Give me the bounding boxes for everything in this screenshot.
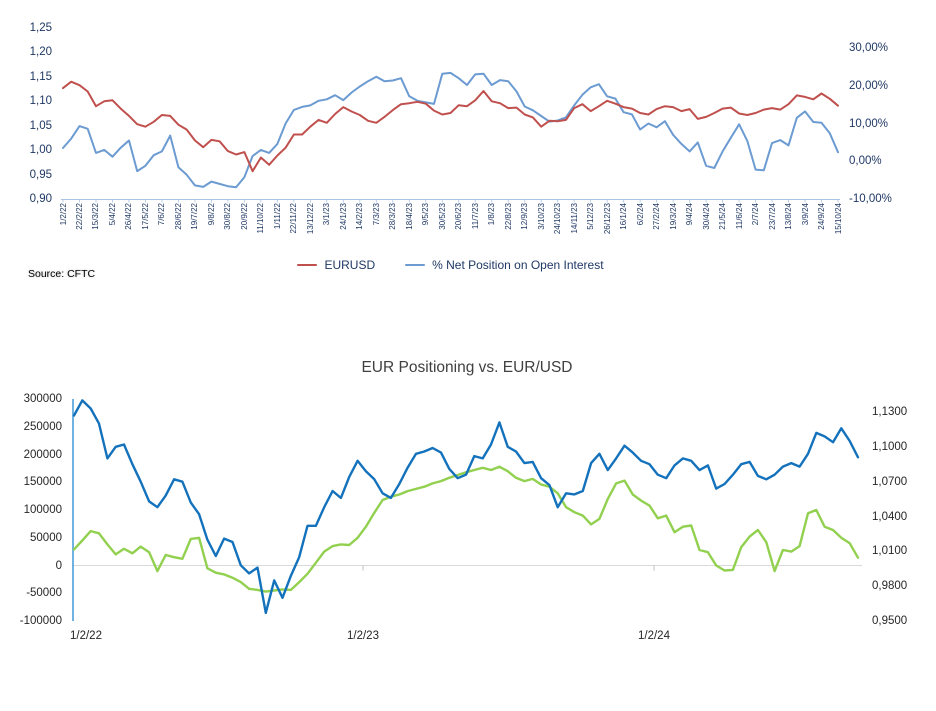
top-x-tick-label: 20/9/22	[239, 203, 249, 230]
top-legend-item: EURUSD	[297, 258, 375, 272]
top-x-tick-label: 11/7/23	[470, 203, 480, 230]
top-right-tick-label: 0,00%	[849, 155, 882, 168]
bottom-chart-plot	[72, 399, 862, 621]
top-x-tick-label: 9/5/23	[421, 203, 431, 226]
bottom-right-tick-label: 0,9500	[872, 615, 908, 627]
top-x-tick-label: 1/2/22	[58, 203, 68, 226]
bottom-left-tick-label: 100000	[23, 504, 62, 516]
top-x-tick-label: 9/8/22	[206, 203, 216, 226]
top-x-tick-label: 7/3/23	[371, 203, 381, 226]
top-x-tick-label: 17/5/22	[140, 203, 150, 230]
top-right-tick-label: 10,00%	[849, 117, 889, 130]
top-x-tick-label: 12/9/23	[520, 203, 530, 230]
top-chart-plot	[61, 71, 840, 203]
top-x-tick-label: 24/9/24	[817, 203, 826, 230]
top-x-tick-label: 23/7/24	[767, 203, 777, 230]
top-right-tick-label: -10,00%	[849, 193, 892, 205]
top-x-tick-label: 22/8/23	[503, 203, 513, 230]
top-x-tick-label: 22/2/22	[74, 203, 84, 230]
bottom-chart: EUR Positioning vs. EUR/USD 300000 250000…	[0, 300, 936, 711]
top-x-tick-label: 20/6/23	[454, 203, 464, 230]
top-x-tick-label: 13/8/24	[784, 203, 794, 230]
top-legend-item: % Net Position on Open Interest	[405, 258, 604, 272]
top-x-tick-label: 3/9/24	[800, 203, 810, 226]
bottom-left-tick-label: 200000	[23, 448, 62, 461]
top-x-tick-label: 24/1/23	[338, 203, 348, 230]
bottom-net-position-line	[72, 465, 860, 593]
top-left-tick-label: 0,90	[29, 193, 52, 205]
top-x-tick-label: 26/12/23	[602, 203, 612, 235]
top-x-tick-label: 24/10/23	[553, 203, 563, 235]
top-x-tick-label: 1/8/23	[487, 203, 497, 226]
top-x-tick-label: 11/6/24	[734, 203, 744, 230]
top-left-tick-label: 1,25	[29, 22, 52, 34]
top-left-tick-label: 1,05	[29, 119, 52, 132]
legend-line-swatch	[297, 263, 318, 267]
bottom-right-tick-label: 1,0700	[872, 475, 908, 488]
bottom-left-tick-label: 250000	[23, 420, 62, 433]
top-source-note: Source: CFTC	[28, 268, 96, 280]
bottom-right-tick-label: 0,9800	[872, 580, 908, 593]
top-x-tick-label: 5/12/23	[586, 203, 596, 230]
top-x-tick-label: 16/1/24	[619, 203, 629, 230]
top-x-tick-label: 14/2/23	[355, 203, 365, 230]
bottom-right-tick-label: 1,0100	[872, 545, 908, 558]
top-x-tick-label: 27/2/24	[652, 203, 662, 230]
bottom-x-tick-label: 1/2/24	[638, 630, 670, 642]
top-x-tick-label: 18/4/23	[404, 203, 414, 230]
legend-line-swatch	[405, 263, 426, 267]
bottom-left-tick-label: 0	[55, 559, 62, 572]
top-left-tick-label: 1,20	[29, 46, 52, 59]
bottom-right-tick-label: 1,1000	[872, 440, 908, 453]
bottom-left-tick-label: -50000	[26, 587, 62, 600]
top-x-tick-label: 6/2/24	[635, 203, 645, 226]
top-x-tick-label: 14/11/23	[569, 203, 579, 234]
top-left-tick-label: 1,15	[29, 70, 52, 83]
top-x-tick-label: 3/10/23	[536, 203, 546, 230]
top-right-tick-label: 30,00%	[849, 42, 889, 54]
top-eurusd-line	[62, 80, 839, 173]
bottom-x-tick-label: 1/2/22	[70, 630, 102, 642]
top-legend: EURUSD % Net Position on Open Interest	[63, 258, 838, 272]
top-x-tick-label: 5/4/22	[107, 203, 117, 226]
top-chart: 1,25 1,20 1,15 1,10 1,05 1,00 0,95 0,90 30,00% 2…	[0, 0, 936, 300]
bottom-x-tick-label: 1/2/23	[347, 630, 379, 642]
top-x-tick-label: 15/10/24	[833, 203, 843, 235]
bottom-eurusd-line	[72, 399, 860, 615]
top-left-tick-label: 1,00	[29, 144, 52, 157]
top-left-tick-label: 1,10	[29, 95, 52, 108]
top-x-tick-label: 30/8/22	[223, 203, 233, 230]
top-x-tick-label: 9/4/24	[685, 203, 695, 226]
top-x-tick-label: 7/6/22	[157, 203, 167, 226]
top-x-tick-label: 1/11/22	[272, 203, 282, 230]
legend-label: % Net Position on Open Interest	[432, 258, 604, 272]
top-x-tick-label: 28/6/22	[173, 203, 183, 230]
top-x-tick-label: 2/7/24	[751, 203, 761, 226]
top-right-tick-label: 20,00%	[849, 79, 889, 92]
bottom-left-tick-label: 50000	[30, 531, 62, 544]
top-x-tick-label: 26/4/22	[124, 203, 134, 230]
top-x-tick-label: 21/5/24	[718, 203, 728, 230]
bottom-chart-title: EUR Positioning vs. EUR/USD	[361, 359, 573, 376]
top-x-tick-label: 15/3/22	[91, 203, 101, 230]
top-x-tick-label: 30/4/24	[701, 203, 711, 230]
bottom-left-tick-label: 300000	[23, 393, 62, 405]
top-x-tick-label: 28/3/23	[388, 203, 398, 230]
top-left-tick-label: 0,95	[29, 168, 52, 181]
bottom-right-tick-label: 1,0400	[872, 510, 908, 523]
bottom-right-tick-label: 1,1300	[872, 406, 908, 418]
top-x-tick-label: 3/1/23	[322, 203, 332, 226]
top-net-position-line	[62, 71, 839, 189]
top-x-tick-label: 19/7/22	[190, 203, 200, 230]
top-x-tick-label: 13/12/22	[305, 203, 315, 235]
top-x-tick-label: 19/3/24	[668, 203, 678, 230]
bottom-left-tick-label: -100000	[19, 615, 62, 627]
bottom-left-tick-label: 150000	[23, 476, 62, 489]
top-x-tick-label: 11/10/22	[256, 203, 266, 234]
legend-label: EURUSD	[324, 258, 376, 272]
top-x-tick-label: 30/5/23	[437, 203, 447, 230]
top-x-tick-label: 22/11/22	[289, 203, 299, 234]
